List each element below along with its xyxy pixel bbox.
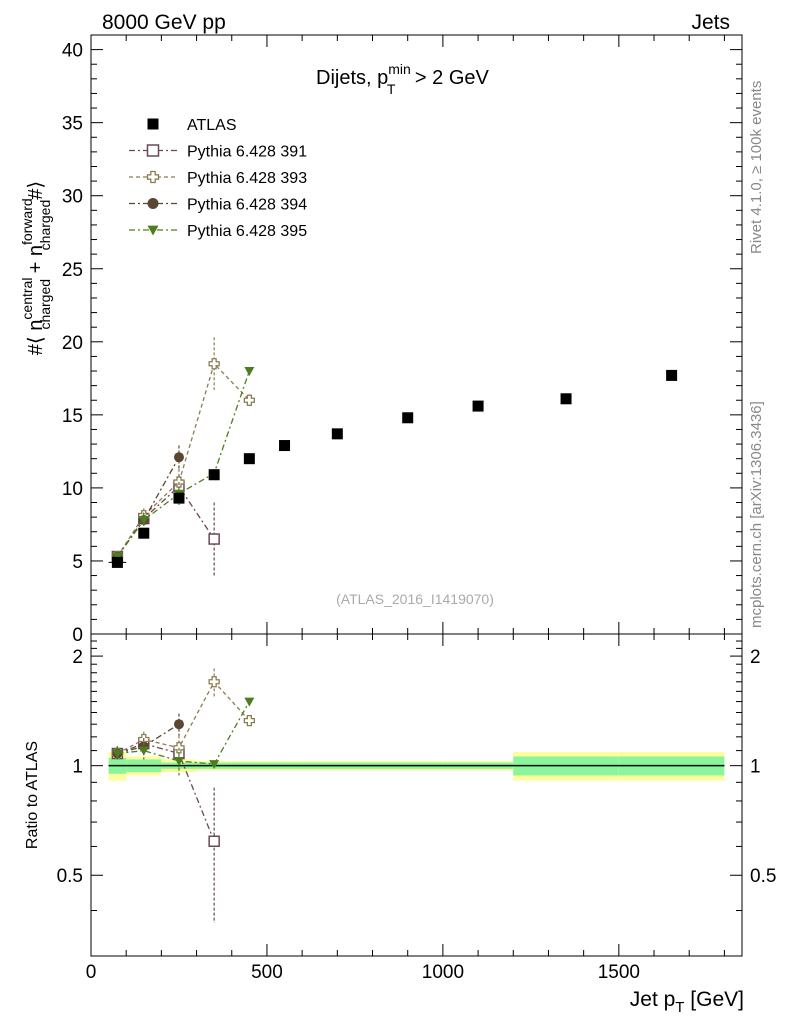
- watermark: (ATLAS_2016_I1419070): [336, 591, 494, 607]
- ratio-series-line: [117, 742, 215, 842]
- data-point: [173, 452, 184, 463]
- x-tick-label: 500: [251, 962, 283, 983]
- legend-label: ATLAS: [187, 117, 237, 134]
- series-3: [112, 445, 184, 562]
- data-point: [666, 369, 678, 381]
- ratio-point: [208, 676, 220, 688]
- legend-label: Pythia 6.428 391: [187, 144, 307, 161]
- data-point: [208, 469, 220, 481]
- data-point: [402, 412, 414, 424]
- legend-entry: ATLAS: [147, 117, 237, 134]
- series-line: [116, 485, 215, 557]
- plot-title: Dijets, pmin T > 2 GeV: [316, 61, 490, 97]
- ratio-point: [173, 756, 184, 766]
- mcplots-label: mcplots.cern.ch [arXiv:1306.3436]: [748, 401, 765, 628]
- series-1: [111, 474, 220, 576]
- ratio-point: [243, 714, 256, 727]
- ratio-series-line: [117, 723, 180, 755]
- data-point: [138, 516, 149, 526]
- data-point: [138, 527, 150, 539]
- data-point: [173, 492, 185, 504]
- header-left: 8000 GeV pp: [102, 11, 226, 34]
- ratio-point: [208, 835, 220, 847]
- ratio-point: [112, 749, 123, 759]
- legend-marker: [147, 118, 159, 130]
- data-point: [331, 428, 343, 440]
- y-tick-label: 20: [62, 333, 83, 354]
- data-point: [243, 453, 255, 465]
- legend: ATLAS Pythia 6.428 391 Pythia 6.428 393 Pyt…: [129, 117, 307, 240]
- legend-label: Pythia 6.428 393: [187, 170, 307, 187]
- legend-entry: Pythia 6.428 395: [129, 223, 307, 240]
- data-point: [208, 358, 220, 370]
- x-tick-label: 1500: [598, 962, 640, 983]
- y-tick-label: 40: [62, 41, 83, 62]
- data-point: [472, 400, 484, 412]
- ratio-point: [244, 697, 255, 707]
- y-tick-label: 5: [72, 552, 83, 573]
- data-point: [243, 394, 256, 406]
- rivet-label: Rivet 4.1.0, ≥ 100k events: [748, 81, 765, 254]
- data-point: [560, 393, 572, 405]
- ratio-tick-label-right: 0.5: [750, 866, 776, 887]
- y-axis-label: #⟨ ncentral charged + nforward charged#⟩: [19, 181, 53, 355]
- x-tick-label: 0: [86, 962, 97, 983]
- legend-label: Pythia 6.428 395: [187, 223, 307, 240]
- ratio-tick-label-right: 2: [750, 647, 761, 668]
- ratio-series-line: [117, 680, 250, 755]
- ratio-frame: [90, 633, 743, 957]
- data-point: [208, 533, 220, 545]
- ratio-series-line: [117, 701, 250, 765]
- ratio-series-4: [112, 697, 255, 776]
- y-tick-label: 0: [72, 625, 83, 646]
- legend-marker: [147, 198, 159, 209]
- series-line: [116, 370, 250, 557]
- legend-marker: [147, 225, 159, 236]
- y-axis-label-text: #⟨ ncentral charged + nforward charged#⟩: [19, 181, 53, 355]
- ratio-point: [173, 719, 184, 730]
- legend-label: Pythia 6.428 394: [187, 197, 307, 214]
- y-tick-label: 35: [62, 114, 83, 135]
- ratio-y-axis-label: Ratio to ATLAS: [24, 741, 41, 849]
- ratio-point: [138, 746, 149, 756]
- y-tick-label: 10: [62, 479, 83, 500]
- header-right: Jets: [691, 11, 730, 34]
- x-tick-label: 1000: [422, 962, 464, 983]
- x-axis-label: Jet pT [GeV]: [630, 988, 744, 1016]
- series-2: [111, 337, 256, 563]
- legend-entry: Pythia 6.428 394: [129, 197, 307, 214]
- data-point: [244, 367, 255, 377]
- ratio-plot: 0 500 1000 1500 0.5 0.5 1 1 2 2: [57, 633, 776, 983]
- ratio-point: [209, 760, 220, 770]
- ratio-tick-label: 1: [72, 757, 83, 778]
- ratio-tick-label-right: 1: [750, 757, 761, 778]
- ratio-tick-label: 2: [72, 647, 83, 668]
- legend-marker: [146, 170, 160, 184]
- series-atlas: [108, 369, 678, 568]
- data-point: [111, 556, 123, 568]
- legend-entry: Pythia 6.428 391: [129, 144, 307, 161]
- y-tick-label: 25: [62, 260, 83, 281]
- series-line: [116, 362, 250, 557]
- ratio-tick-label: 0.5: [57, 866, 83, 887]
- data-point: [279, 440, 291, 452]
- y-tick-label: 30: [62, 187, 83, 208]
- main-plot: 0 5 10 15 20 25 30 35 40: [62, 34, 743, 956]
- y-tick-label: 15: [62, 406, 83, 427]
- legend-marker: [146, 144, 160, 157]
- legend-entry: Pythia 6.428 393: [129, 170, 307, 187]
